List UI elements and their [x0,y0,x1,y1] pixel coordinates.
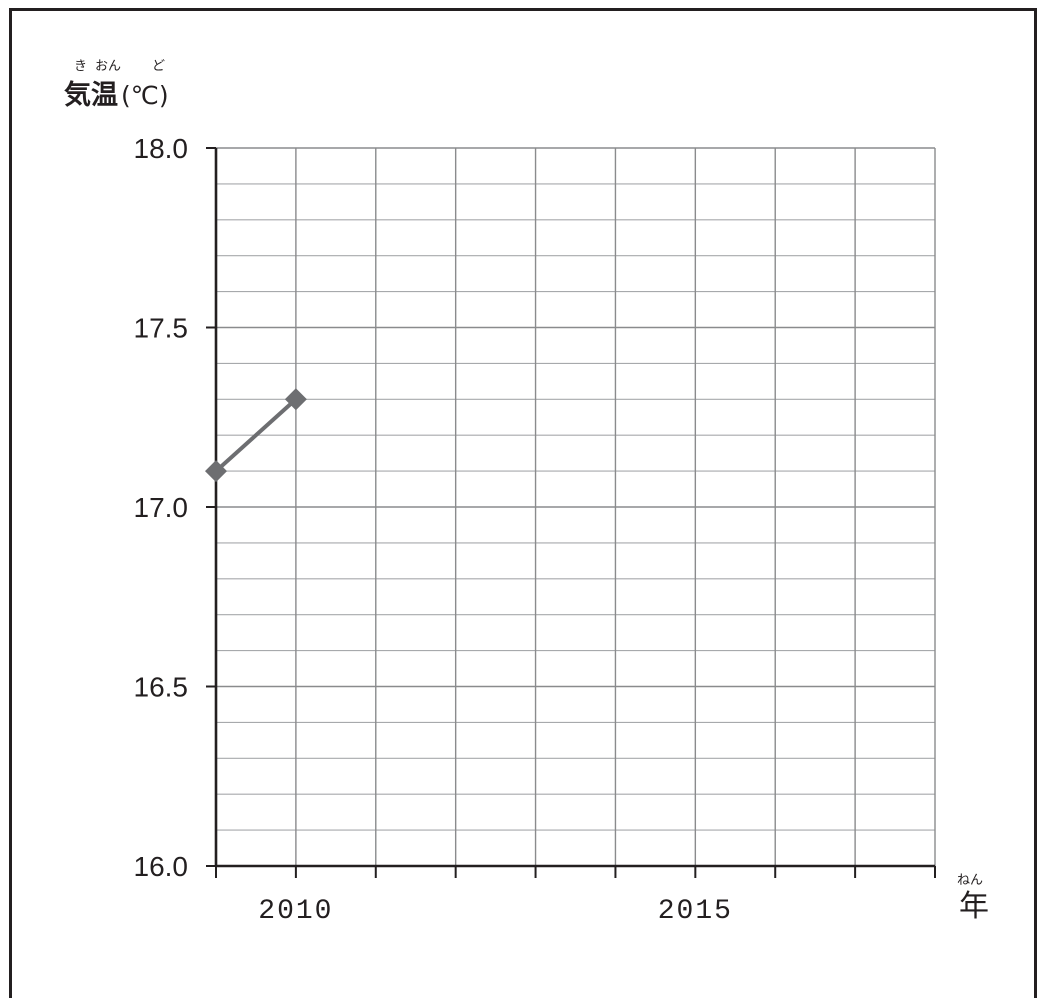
y-tick-label: 16.5 [134,672,189,703]
x-tick-labels: 2010 2015 [258,896,733,927]
y-tick-labels: 18.0 17.5 17.0 16.5 16.0 [134,133,189,882]
x-axis-title: ねん 年 [957,873,989,924]
x-tick-label: 2010 [258,896,333,927]
y-title-text: 気温 [64,79,118,111]
y-title-unit-ruby: ど [152,59,165,74]
x-tick-label: 2015 [658,896,733,927]
vertical-gridlines [295,148,936,866]
y-tick-label: 18.0 [134,133,189,164]
tick-marks [206,147,936,878]
major-gridlines [216,147,935,688]
y-axis-title: き おん ど 気温 (℃) [64,59,169,111]
data-point-marker [284,388,307,411]
x-title-ruby: ねん [957,873,983,888]
y-tick-label: 16.0 [134,851,189,882]
data-point-marker [205,460,227,483]
minor-gridlines [216,183,935,831]
chart-frame [9,8,1037,998]
y-title-ruby-ki: き [74,59,87,74]
y-tick-label: 17.0 [134,492,189,523]
series-group [205,388,307,483]
y-tick-label: 17.5 [134,313,189,344]
y-title-unit: (℃) [121,81,169,110]
x-title-text: 年 [959,889,989,924]
y-title-ruby-on: おん [95,59,121,74]
series-line [214,397,298,473]
